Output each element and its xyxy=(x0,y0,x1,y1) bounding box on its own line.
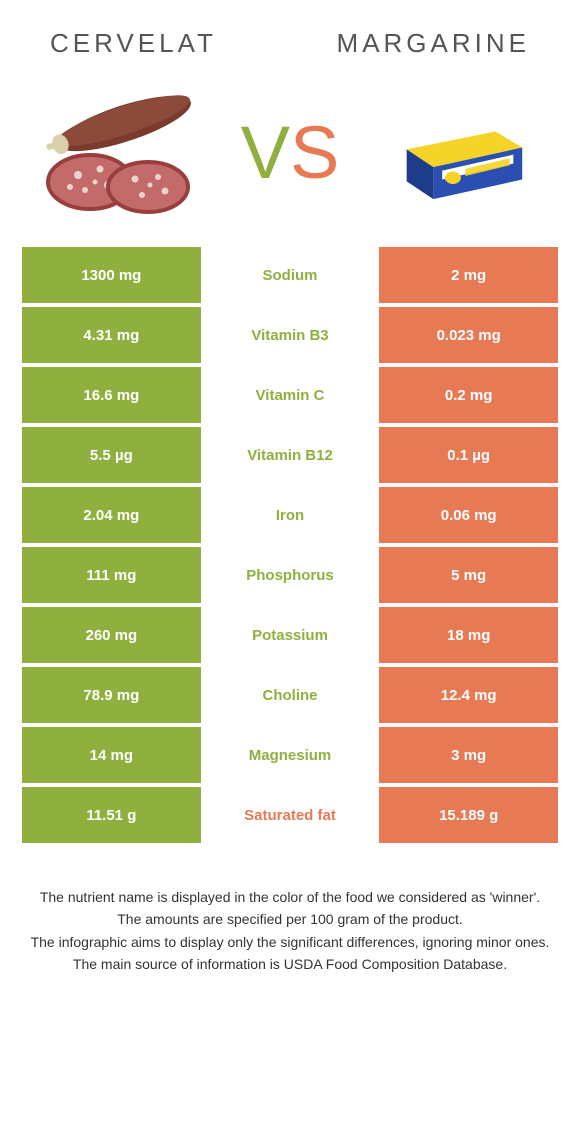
footnotes: The nutrient name is displayed in the co… xyxy=(0,847,580,974)
nutrient-label: Magnesium xyxy=(201,727,380,783)
left-food-title: Cervelat xyxy=(50,28,217,59)
comparison-table: 1300 mgSodium2 mg4.31 mgVitamin B30.023 … xyxy=(0,247,580,843)
left-value: 2.04 mg xyxy=(22,487,201,543)
footnote-line: The amounts are specified per 100 gram o… xyxy=(22,909,558,929)
nutrient-label: Phosphorus xyxy=(201,547,380,603)
right-value: 12.4 mg xyxy=(379,667,558,723)
cervelat-image xyxy=(30,87,210,217)
left-value: 1300 mg xyxy=(22,247,201,303)
nutrient-label: Choline xyxy=(201,667,380,723)
table-row: 260 mgPotassium18 mg xyxy=(22,607,558,663)
header: Cervelat Margarine xyxy=(0,0,580,59)
table-row: 16.6 mgVitamin C0.2 mg xyxy=(22,367,558,423)
nutrient-label: Vitamin B3 xyxy=(201,307,380,363)
right-value: 5 mg xyxy=(379,547,558,603)
right-value: 0.1 µg xyxy=(379,427,558,483)
left-value: 111 mg xyxy=(22,547,201,603)
right-value: 0.06 mg xyxy=(379,487,558,543)
vs-s: S xyxy=(290,111,339,194)
margarine-image xyxy=(370,87,550,217)
table-row: 1300 mgSodium2 mg xyxy=(22,247,558,303)
footnote-line: The nutrient name is displayed in the co… xyxy=(22,887,558,907)
left-value: 14 mg xyxy=(22,727,201,783)
table-row: 4.31 mgVitamin B30.023 mg xyxy=(22,307,558,363)
table-row: 2.04 mgIron0.06 mg xyxy=(22,487,558,543)
nutrient-label: Vitamin C xyxy=(201,367,380,423)
right-value: 2 mg xyxy=(379,247,558,303)
table-row: 78.9 mgCholine12.4 mg xyxy=(22,667,558,723)
left-value: 16.6 mg xyxy=(22,367,201,423)
nutrient-label: Sodium xyxy=(201,247,380,303)
right-value: 18 mg xyxy=(379,607,558,663)
footnote-line: The infographic aims to display only the… xyxy=(22,932,558,952)
nutrient-label: Potassium xyxy=(201,607,380,663)
vs-v: V xyxy=(241,111,290,194)
left-value: 4.31 mg xyxy=(22,307,201,363)
right-value: 0.2 mg xyxy=(379,367,558,423)
right-food-title: Margarine xyxy=(337,28,530,59)
left-value: 78.9 mg xyxy=(22,667,201,723)
left-value: 11.51 g xyxy=(22,787,201,843)
nutrient-label: Vitamin B12 xyxy=(201,427,380,483)
table-row: 11.51 gSaturated fat15.189 g xyxy=(22,787,558,843)
hero-row: VS xyxy=(0,59,580,247)
left-value: 5.5 µg xyxy=(22,427,201,483)
nutrient-label: Saturated fat xyxy=(201,787,380,843)
table-row: 111 mgPhosphorus5 mg xyxy=(22,547,558,603)
nutrient-label: Iron xyxy=(201,487,380,543)
right-value: 3 mg xyxy=(379,727,558,783)
vs-label: VS xyxy=(241,110,340,195)
table-row: 14 mgMagnesium3 mg xyxy=(22,727,558,783)
right-value: 15.189 g xyxy=(379,787,558,843)
table-row: 5.5 µgVitamin B120.1 µg xyxy=(22,427,558,483)
right-value: 0.023 mg xyxy=(379,307,558,363)
left-value: 260 mg xyxy=(22,607,201,663)
footnote-line: The main source of information is USDA F… xyxy=(22,954,558,974)
